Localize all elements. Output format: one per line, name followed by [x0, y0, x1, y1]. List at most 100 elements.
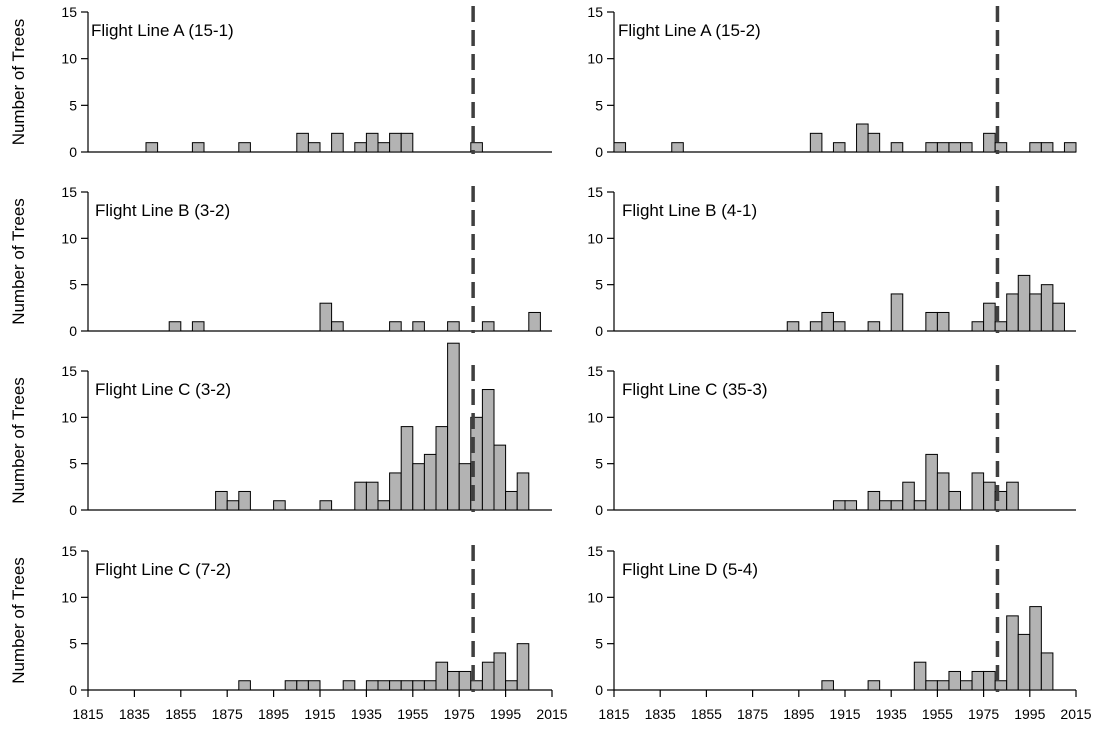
y-tick-label: 5: [69, 97, 77, 113]
histogram-bar: [844, 500, 858, 511]
x-tick-label: 1875: [212, 706, 243, 722]
histogram-bar: [307, 680, 321, 691]
histogram-bar: [412, 321, 425, 332]
x-tick-label: 1915: [829, 706, 860, 722]
histogram-bar: [528, 311, 541, 332]
histogram-bar: [1040, 652, 1054, 691]
histogram-bar: [505, 680, 518, 691]
panel-title: Flight Line B (4-1): [622, 201, 757, 220]
histogram-bar: [948, 142, 962, 153]
histogram-bar: [1029, 142, 1042, 153]
histogram-panel-4: 0 5 10 15 Flight Line B (4-1): [587, 184, 1076, 339]
histogram-bar: [1006, 615, 1019, 691]
histogram-bar: [925, 453, 938, 511]
histogram-bar: [354, 142, 367, 153]
x-tick-label: 1935: [351, 706, 382, 722]
panel-title: Flight Line C (35-3): [622, 380, 768, 399]
histogram-bar: [948, 490, 962, 511]
histogram-bar: [400, 426, 414, 511]
histogram-bar: [671, 142, 684, 153]
histogram-bar: [319, 500, 333, 511]
y-tick-label: 0: [69, 682, 77, 698]
histogram-bar: [481, 321, 495, 332]
histogram-bar: [400, 680, 414, 691]
histogram-bar: [423, 453, 437, 511]
histogram-panel-7: 0 5 10 15 1815 1835 1855 1875 1895 1915 1935 1955 19…: [9, 543, 568, 722]
histogram-bar: [902, 481, 915, 511]
histogram-bar: [516, 472, 530, 511]
y-tick-label: 15: [61, 543, 77, 559]
x-tick-label: 1995: [1014, 706, 1045, 722]
y-tick-label: 0: [595, 144, 603, 160]
histogram-bar: [354, 481, 367, 511]
panel-title: Flight Line C (3-2): [95, 380, 231, 399]
histogram-panel-8: 0 5 10 15 1815 1835 1855 1875 1895 1915 1935 1955 19…: [587, 543, 1091, 722]
histogram-bar: [983, 302, 996, 332]
histogram-bar: [458, 670, 472, 691]
x-tick-label: 1835: [119, 706, 150, 722]
y-tick-label: 5: [69, 456, 77, 472]
y-tick-label: 0: [69, 323, 77, 339]
histogram-bar: [613, 142, 627, 153]
x-tick-label: 1895: [783, 706, 814, 722]
histogram-bar: [238, 142, 251, 153]
histogram-bar: [365, 132, 379, 153]
histogram-panel-2: 0 5 10 15 Flight Line A (15-2): [587, 4, 1077, 160]
histogram-bar: [821, 311, 834, 332]
histogram-bar: [960, 680, 973, 691]
histogram-bar: [365, 481, 379, 511]
y-tick-label: 0: [595, 682, 603, 698]
histogram-bar: [890, 142, 904, 153]
histogram-bar: [412, 463, 425, 511]
y-tick-label: 10: [61, 409, 77, 425]
histogram-bar: [1040, 284, 1054, 332]
histogram-bar: [936, 680, 950, 691]
histogram-bar: [936, 472, 950, 511]
histogram-bar: [447, 321, 460, 332]
histogram-bar: [1017, 633, 1031, 691]
histogram-bar: [493, 652, 507, 691]
histogram-bar: [809, 321, 823, 332]
histogram-bar: [971, 670, 985, 691]
histogram-bar: [331, 321, 344, 332]
histogram-bar: [948, 670, 962, 691]
y-axis-label: Number of Trees: [9, 198, 28, 325]
histogram-bar: [832, 321, 846, 332]
histogram-bar: [786, 321, 800, 332]
histogram-bar: [1029, 606, 1042, 691]
y-tick-label: 0: [69, 502, 77, 518]
histogram-bar: [890, 500, 904, 511]
histogram-bar: [470, 680, 483, 691]
histogram-panel-6: 0 5 10 15 Flight Line C (35-3): [587, 363, 1076, 518]
histogram-bar: [867, 132, 881, 153]
y-tick-label: 15: [587, 543, 603, 559]
x-tick-label: 1955: [922, 706, 953, 722]
histogram-bar: [983, 670, 996, 691]
histogram-bar: [168, 321, 182, 332]
histogram-bar: [879, 500, 892, 511]
histogram-bar: [983, 481, 996, 511]
histogram-bar: [400, 132, 414, 153]
y-tick-label: 5: [595, 456, 603, 472]
histogram-bar: [273, 500, 286, 511]
histogram-bar: [145, 142, 159, 153]
x-tick-label: 1895: [258, 706, 289, 722]
histogram-bar: [936, 311, 950, 332]
x-tick-label: 1975: [968, 706, 999, 722]
y-axis-label: Number of Trees: [9, 377, 28, 504]
y-tick-label: 15: [587, 363, 603, 379]
x-tick-label: 1875: [737, 706, 768, 722]
y-tick-label: 5: [595, 636, 603, 652]
histogram-bar: [832, 142, 846, 153]
y-tick-label: 15: [587, 4, 603, 20]
histogram-bar: [296, 132, 309, 153]
histogram-bar: [377, 680, 391, 691]
histogram-bar: [994, 321, 1008, 332]
histogram-bar: [960, 142, 973, 153]
histogram-bar: [365, 680, 379, 691]
y-tick-label: 10: [587, 230, 603, 246]
x-tick-label: 1855: [691, 706, 722, 722]
histogram-bar: [412, 680, 425, 691]
y-tick-label: 5: [595, 277, 603, 293]
panel-title: Flight Line A (15-2): [618, 21, 761, 40]
